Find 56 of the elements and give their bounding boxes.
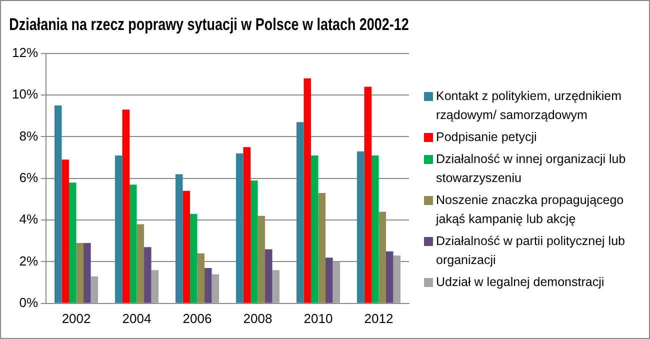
bar bbox=[136, 224, 144, 303]
bar bbox=[130, 184, 137, 303]
bar bbox=[243, 147, 250, 303]
bar bbox=[250, 180, 258, 303]
y-tick-label: 8% bbox=[19, 128, 38, 144]
bar bbox=[114, 155, 122, 303]
x-tick-label: 2012 bbox=[364, 310, 394, 326]
bar bbox=[310, 155, 318, 303]
bar bbox=[62, 160, 70, 303]
bar bbox=[84, 242, 91, 303]
bar bbox=[90, 276, 98, 303]
bar bbox=[197, 253, 205, 303]
x-tick-label: 2010 bbox=[304, 310, 333, 326]
bar bbox=[54, 105, 62, 303]
bar bbox=[69, 182, 76, 303]
bar bbox=[272, 270, 280, 303]
bar bbox=[326, 258, 333, 303]
legend-label: Podpisanie petycji bbox=[436, 129, 537, 146]
legend-label: Udział w legalnej demonstracji bbox=[436, 274, 604, 291]
bar bbox=[190, 214, 198, 303]
bar bbox=[204, 268, 212, 303]
legend-label: Działalność w innej organizacji lub stowarzyszeniu bbox=[436, 151, 627, 187]
legend-label: Kontakt z politykiem, urzędnikiem rządowym/ samorządowym bbox=[436, 88, 622, 124]
x-tick-label: 2004 bbox=[122, 310, 152, 326]
bar bbox=[393, 255, 401, 303]
x-tick-label: 2006 bbox=[182, 310, 212, 326]
x-tick-label: 2008 bbox=[243, 310, 272, 326]
bar bbox=[304, 78, 311, 303]
y-tick-label: 10% bbox=[12, 86, 38, 102]
bar bbox=[236, 153, 244, 303]
bar bbox=[332, 262, 340, 303]
bar bbox=[122, 110, 130, 303]
y-tick-label: 0% bbox=[19, 294, 38, 310]
bar bbox=[296, 122, 304, 303]
bar bbox=[378, 212, 386, 303]
bar bbox=[144, 247, 152, 303]
y-tick-label: 2% bbox=[19, 253, 38, 268]
bar bbox=[364, 86, 372, 303]
legend-label: Działalność w partii politycznej lub organizacji bbox=[436, 233, 626, 269]
chart-title: Działania na rzecz poprawy sytuacji w Polsce w latach 2002-12 bbox=[9, 15, 409, 34]
bar bbox=[175, 174, 183, 303]
bar bbox=[182, 190, 190, 303]
bar bbox=[212, 274, 220, 303]
bar bbox=[265, 249, 272, 303]
y-tick-label: 6% bbox=[19, 170, 38, 185]
y-tick-label: 4% bbox=[19, 212, 38, 227]
x-tick-label: 2002 bbox=[62, 310, 91, 326]
y-tick-label: 12% bbox=[12, 44, 38, 60]
bar bbox=[371, 155, 379, 303]
bar bbox=[151, 270, 159, 303]
bar bbox=[386, 251, 394, 303]
bar bbox=[258, 216, 266, 303]
bar bbox=[318, 192, 326, 303]
legend-label: Noszenie znaczka propagującego jakąś kampanię lub akcję bbox=[436, 192, 625, 228]
bar bbox=[76, 242, 84, 303]
bar bbox=[356, 151, 364, 303]
